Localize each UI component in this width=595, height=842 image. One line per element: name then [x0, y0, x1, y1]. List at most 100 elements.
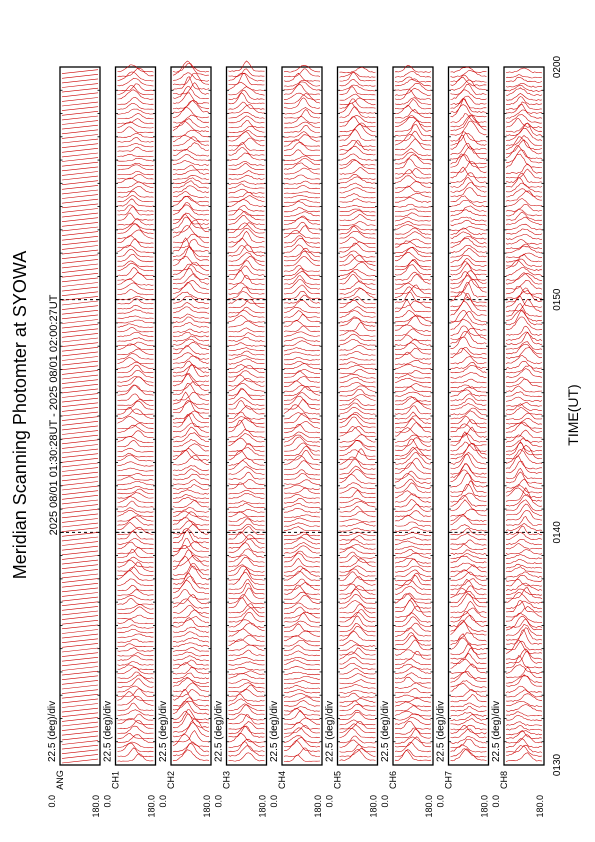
scan-trace	[339, 106, 376, 118]
scan-trace	[394, 649, 431, 656]
scale-label: 22.5 (deg)/div	[269, 701, 280, 762]
scan-trace	[283, 567, 321, 577]
scan-trace	[505, 648, 543, 660]
scan-trace	[339, 459, 376, 470]
scan-trace	[450, 153, 487, 165]
scan-trace	[394, 658, 432, 666]
scan-trace	[117, 154, 154, 157]
x-tick-label: 0130	[552, 753, 563, 776]
scan-trace	[283, 620, 320, 628]
scan-trace	[394, 168, 432, 175]
scan-trace	[283, 623, 321, 633]
scan-trace	[283, 141, 321, 151]
scan-trace	[283, 591, 321, 600]
scan-trace	[395, 462, 432, 475]
scan-trace	[283, 300, 321, 309]
scan-trace	[394, 259, 431, 268]
scan-trace	[228, 531, 265, 540]
scan-trace	[394, 635, 432, 646]
scan-trace	[283, 255, 321, 267]
scan-trace	[339, 469, 376, 480]
scan-trace	[505, 272, 542, 285]
scan-trace	[172, 697, 210, 707]
scan-trace	[228, 597, 265, 609]
scan-trace	[61, 434, 99, 440]
scan-trace	[505, 316, 542, 331]
scan-trace	[117, 162, 154, 167]
scan-trace	[450, 83, 487, 96]
scan-trace	[505, 627, 543, 641]
scan-trace	[172, 722, 210, 738]
scan-trace	[450, 372, 487, 379]
scan-trace	[506, 418, 543, 425]
scan-trace	[394, 347, 432, 356]
scan-trace	[117, 594, 154, 601]
scan-trace	[61, 347, 99, 352]
scan-trace	[450, 271, 487, 281]
scan-trace	[394, 231, 432, 240]
scan-trace	[505, 286, 543, 295]
scan-trace	[394, 223, 432, 231]
scan-trace	[505, 136, 543, 150]
scan-trace	[228, 170, 265, 176]
scan-trace	[117, 143, 154, 148]
scan-trace	[61, 689, 99, 694]
scan-trace	[339, 609, 376, 619]
scan-trace	[505, 516, 543, 526]
scan-trace	[283, 611, 321, 619]
scale-label: 22.5 (deg)/div	[325, 701, 336, 762]
scan-trace	[228, 215, 265, 225]
scan-trace	[283, 552, 320, 563]
scan-trace	[228, 493, 265, 499]
chart-title: Meridian Scanning Photomter at SYOWA	[10, 251, 30, 579]
scan-trace	[505, 245, 543, 254]
scan-trace	[61, 518, 99, 523]
scan-trace	[61, 97, 99, 102]
panel-frame	[392, 66, 434, 766]
scan-trace	[505, 239, 543, 245]
scan-trace	[172, 392, 210, 402]
scan-trace	[172, 262, 210, 272]
channel-label: CH4	[277, 771, 287, 789]
scan-trace	[394, 238, 432, 245]
scan-trace	[283, 215, 321, 222]
scan-trace	[61, 583, 99, 588]
scan-trace	[228, 670, 265, 675]
scan-trace	[283, 469, 321, 476]
scan-trace	[117, 408, 154, 419]
scan-trace	[228, 619, 265, 628]
scan-trace	[172, 225, 210, 239]
scan-trace	[117, 331, 154, 337]
scan-trace	[283, 331, 320, 337]
scan-trace	[172, 202, 210, 212]
scan-trace	[61, 175, 99, 181]
scan-trace	[450, 311, 487, 322]
scan-trace	[394, 521, 432, 527]
scan-trace	[505, 721, 543, 726]
scan-trace	[394, 83, 432, 91]
scan-trace	[506, 460, 543, 474]
scan-trace	[61, 101, 99, 107]
scan-trace	[394, 64, 432, 73]
scan-trace	[339, 489, 376, 499]
scan-trace	[339, 518, 376, 523]
scan-trace	[283, 602, 321, 610]
scan-trace	[394, 736, 432, 748]
scan-trace	[228, 101, 265, 110]
scan-trace	[172, 154, 209, 161]
scan-trace	[450, 658, 487, 669]
scan-trace	[283, 582, 321, 591]
scan-trace	[283, 200, 321, 208]
scan-trace	[117, 734, 154, 743]
scan-trace	[339, 236, 376, 244]
panels-group: 22.5 (deg)/div 0.0 ANG 180.0 22.5 (deg)/div 0…	[47, 60, 545, 818]
scan-trace	[339, 116, 376, 128]
scan-trace	[394, 472, 432, 484]
scan-trace	[450, 590, 487, 604]
scan-trace	[117, 481, 154, 486]
scan-trace	[61, 559, 99, 565]
scan-trace	[339, 532, 376, 537]
scan-trace	[339, 254, 376, 267]
scan-trace	[339, 412, 376, 420]
scan-trace	[505, 553, 543, 560]
